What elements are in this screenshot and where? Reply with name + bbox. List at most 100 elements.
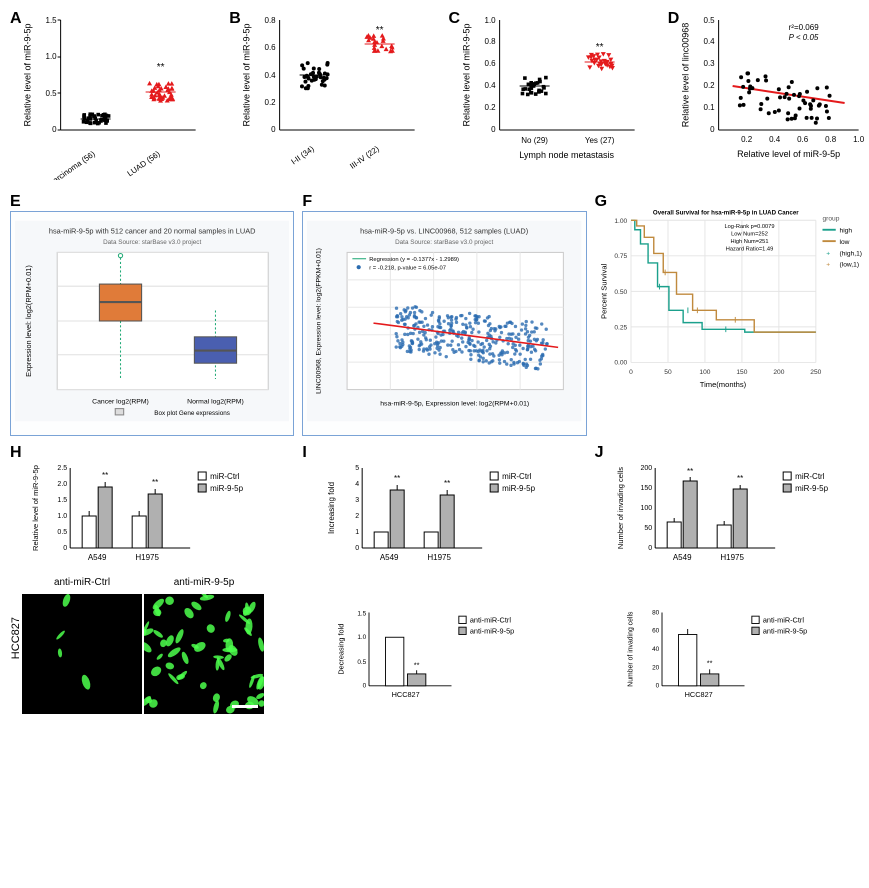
panel-h-leg1: miR-Ctrl [210, 472, 240, 481]
svg-text:0: 0 [63, 545, 67, 552]
panel-i-bot-leg2: anti-miR-9-5p [470, 627, 514, 636]
panel-b-group2 [365, 33, 395, 53]
panel-j-bot-chart: 02040 6080 Number of invading cells ** H… [595, 607, 869, 717]
panel-i-top-chart: 012 345 Increasing fold ** ** A549 H1975… [302, 462, 586, 572]
panel-i-sig1: ** [394, 474, 400, 483]
panel-e-ylabel: Expression level: log2(RPM+0.01) [24, 265, 33, 377]
panel-j-sig1: ** [687, 467, 693, 476]
panel-g-leg-high: high [839, 228, 852, 235]
svg-text:50: 50 [644, 525, 652, 532]
panel-j-bot-sig: ** [706, 659, 712, 668]
svg-text:2.5: 2.5 [57, 465, 67, 472]
svg-text:150: 150 [736, 369, 747, 376]
svg-text:0.8: 0.8 [484, 37, 496, 46]
panel-i-cat2: H1975 [428, 553, 452, 562]
panel-i-bot-ylabel: Decreasing fold [337, 624, 346, 675]
svg-text:3: 3 [356, 497, 360, 504]
svg-text:0: 0 [52, 125, 57, 134]
panel-i-leg1: miR-Ctrl [502, 472, 532, 481]
svg-text:0: 0 [710, 125, 715, 134]
panel-h-barchart: 00.51.0 1.52.02.5 Relative level of miR-… [10, 462, 294, 572]
panel-h-ylabel: Relative level of miR-9-5p [31, 465, 40, 551]
svg-text:200: 200 [773, 369, 784, 376]
panel-a-chart: 0 0.5 1.0 1.5 Relative level of miR-9-5p… [10, 10, 221, 180]
panel-d-p: P < 0.05 [788, 33, 818, 42]
panel-j-bot-leg2: anti-miR-9-5p [762, 627, 806, 636]
panel-h-mg-left-svg [22, 594, 142, 714]
panel-g-xlabel: Time(months) [699, 380, 746, 389]
svg-text:+: + [826, 250, 830, 257]
svg-text:100: 100 [699, 369, 710, 376]
panel-g-stat3: High Num=251 [730, 239, 768, 245]
panel-g-legend-title: group [822, 215, 839, 222]
panel-f-subtitle: Data Source: starBase v3.0 project [395, 239, 493, 246]
panel-g: G 1 [595, 193, 869, 436]
svg-text:0.50: 0.50 [614, 289, 627, 296]
panel-h-sig2: ** [152, 478, 158, 487]
panel-i-top-ylabel: Increasing fold [327, 482, 336, 534]
panel-c-label: C [449, 10, 461, 28]
svg-text:0: 0 [648, 545, 652, 552]
panel-g-stat4: Hazard Ratio=1.49 [725, 247, 772, 253]
svg-text:0.5: 0.5 [358, 659, 367, 666]
svg-text:0.5: 0.5 [46, 89, 58, 98]
svg-text:0.25: 0.25 [614, 324, 627, 331]
svg-text:5: 5 [356, 465, 360, 472]
svg-text:0.6: 0.6 [797, 135, 809, 144]
panel-f-label: F [302, 193, 312, 211]
panel-h-cat2: H1975 [135, 553, 159, 562]
panel-a-sig: ** [157, 62, 165, 73]
panel-i-sig2: ** [444, 479, 450, 488]
panel-e-cat2: Normal log2(RPM) [187, 398, 244, 405]
panel-g-stat1: Log-Rank p=0.0079 [724, 224, 774, 230]
panel-b: B 0 0.2 0.4 0.6 0.8 Relative level of mi… [229, 10, 440, 185]
panel-i-bot-chart: 00.51.01.5 Decreasing fold ** HCC827 ant… [302, 607, 586, 717]
panel-g-stat2: Low Num=252 [731, 231, 768, 237]
figure: A 0 0.5 1.0 1.5 Relative level of miR-9-… [10, 10, 869, 722]
panel-j-bot-ylabel: Number of invading cells [627, 611, 634, 687]
svg-text:1.0: 1.0 [57, 513, 67, 520]
panel-c: C 0 0.2 0.4 0.6 0.8 1.0 Relative level o… [449, 10, 660, 185]
svg-text:0.4: 0.4 [484, 81, 496, 90]
panel-h-mg-right-svg [144, 594, 264, 714]
panel-b-cat1: I-II (34) [290, 144, 317, 166]
panel-i-label: I [302, 444, 306, 462]
panel-g-title: Overall Survival for hsa-miR-9-5p in LUA… [653, 210, 799, 217]
svg-text:1.0: 1.0 [358, 634, 367, 641]
panel-j-bot-cat: HCC827 [684, 690, 712, 699]
panel-h-label: H [10, 444, 22, 462]
svg-text:0.6: 0.6 [484, 59, 496, 68]
panel-j-leg2: miR-9-5p [795, 484, 828, 493]
panel-j-cat1: A549 [672, 553, 691, 562]
panel-h-mg-left [22, 594, 142, 714]
svg-text:0.5: 0.5 [703, 16, 715, 25]
svg-text:50: 50 [664, 369, 672, 376]
panel-a-ylabel: Relative level of miR-9-5p [23, 23, 33, 126]
panel-j-label: J [595, 444, 604, 462]
panel-i-bot-cat: HCC827 [392, 690, 420, 699]
panel-h-sig1: ** [102, 471, 108, 480]
panel-f-ylabel: LINC00968, Expression level: log2(FPKM+0… [316, 248, 323, 394]
svg-text:0.4: 0.4 [265, 71, 277, 80]
panel-c-sig: ** [595, 42, 603, 53]
panel-j-bot-leg1: anti-miR-Ctrl [762, 616, 803, 625]
svg-text:1.5: 1.5 [57, 497, 67, 504]
panel-h-mg-right-label: anti-miR-9-5p [144, 577, 264, 588]
panel-b-ylabel: Relative level of miR-9-5p [242, 23, 252, 126]
panel-d-ylabel: Relative level of linc00968 [680, 23, 690, 128]
panel-j-top-chart: 050100 150200 Number of invading cells *… [595, 462, 869, 572]
panel-i-bot-sig: ** [414, 661, 420, 670]
svg-text:4: 4 [356, 481, 360, 488]
svg-text:0.3: 0.3 [703, 59, 715, 68]
svg-text:0.4: 0.4 [703, 37, 715, 46]
svg-text:1.5: 1.5 [358, 610, 367, 617]
panel-e: E hsa-miR-9-5p with 512 cancer and 20 no… [10, 193, 294, 436]
svg-text:1: 1 [356, 529, 360, 536]
panel-i-bot-leg1: anti-miR-Ctrl [470, 616, 511, 625]
panel-i-leg2: miR-9-5p [502, 484, 535, 493]
svg-text:0.6: 0.6 [265, 43, 277, 52]
panel-b-group1 [300, 61, 330, 90]
svg-text:0.2: 0.2 [741, 135, 753, 144]
svg-text:0.00: 0.00 [614, 359, 627, 366]
panel-g-leg-high1: (high,1) [839, 250, 861, 257]
